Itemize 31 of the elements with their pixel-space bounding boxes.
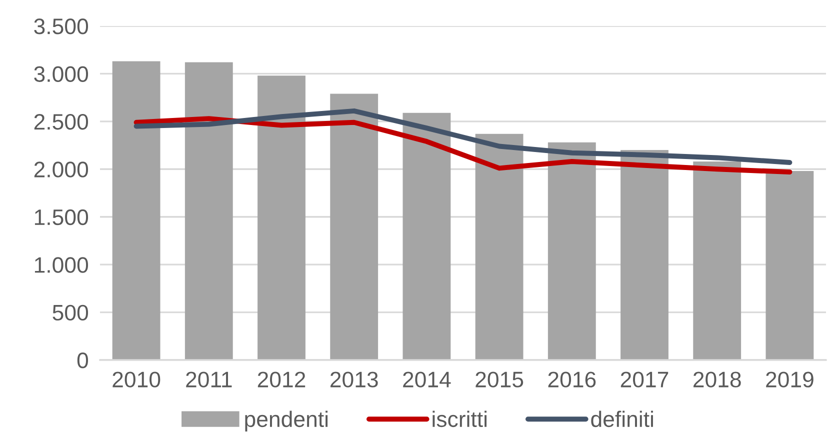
x-tick-label: 2013 — [330, 372, 378, 388]
x-tick-label: 2018 — [694, 372, 741, 388]
bar — [766, 171, 814, 360]
y-tick-label: 3.500 — [34, 18, 88, 34]
legend-label: iscritti — [432, 410, 487, 428]
bar — [330, 94, 378, 360]
bar — [112, 61, 160, 360]
x-tick-label: 2014 — [403, 372, 451, 388]
legend-label: pendenti — [245, 410, 328, 432]
x-tick-label: 2011 — [186, 372, 232, 388]
y-tick-label: 3.000 — [34, 66, 88, 82]
x-tick-label: 2016 — [548, 372, 596, 388]
bar — [402, 112, 451, 360]
bar — [620, 150, 668, 360]
x-tick-label: 2015 — [476, 372, 524, 388]
bar — [693, 162, 742, 360]
bar — [258, 76, 306, 360]
x-tick-label: 2019 — [766, 372, 814, 388]
y-tick-label: 0 — [77, 352, 88, 368]
x-tick-label: 2012 — [258, 372, 306, 388]
bar — [548, 142, 596, 360]
y-tick-label: 1.500 — [34, 209, 88, 226]
x-tick-label: 2017 — [620, 372, 668, 388]
y-tick-label: 1.000 — [34, 257, 88, 273]
y-tick-label: 2.000 — [34, 162, 88, 178]
x-tick-label: 2010 — [112, 372, 160, 388]
legend-label: definiti — [591, 410, 653, 428]
y-tick-label: 2.500 — [34, 114, 88, 130]
bar — [184, 62, 233, 360]
bar — [475, 134, 524, 360]
y-tick-label: 500 — [52, 304, 88, 321]
